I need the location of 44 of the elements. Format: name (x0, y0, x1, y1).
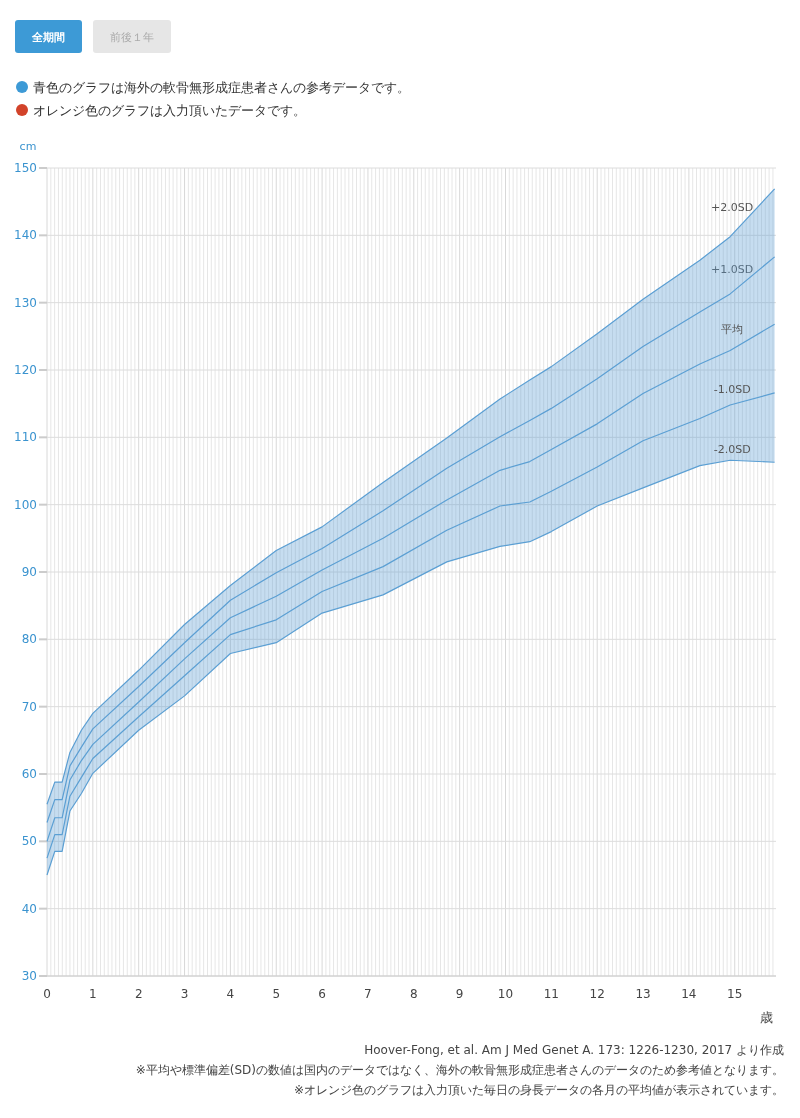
x-tick-label: 7 (364, 987, 372, 1001)
text: ※平均や標準偏差(SD)の数値は国内のデータではなく、海外の軟骨無形成症患者さんのデータのため参考値となります。 (135, 1063, 784, 1077)
y-tick-label: 140 (14, 228, 37, 243)
x-tick-label: 5 (272, 987, 281, 1001)
x-axis-title: 歳 (759, 1010, 773, 1025)
y-tick-label: 130 (14, 295, 37, 310)
x-tick-label: 8 (409, 987, 418, 1001)
y-tick-label: 60 (21, 767, 37, 781)
x-tick-label: 1 (89, 987, 97, 1001)
y-tick-label: 150 (14, 161, 37, 175)
x-tick-label: 4 (226, 987, 235, 1001)
x-tick-label: 15 (727, 987, 743, 1001)
text: 青色のグラフは海外の軟骨無形成症患者さんの参考データです。 (33, 80, 410, 95)
series-label: -2.0SD (713, 442, 751, 456)
text: オレンジ色のグラフは入力頂いたデータです。 (33, 103, 306, 118)
plot: 30 40 50 60 70 80 90 100 110 120 130 140 150 0 1 2 3 4 5 6 7 8 9 10 11 12 13 14 15 +2.0SD +1.0SD 平均 -1.0SD -2.0SD (14, 161, 777, 1001)
x-tick-label: 9 (455, 987, 464, 1001)
series-label: 平均 (721, 323, 744, 336)
x-tick-label: 3 (180, 987, 189, 1001)
series-label: -1.0SD (713, 382, 751, 396)
x-tick-label: 2 (134, 987, 143, 1001)
y-tick-label: 100 (14, 497, 37, 512)
y-tick-label: 30 (21, 969, 37, 983)
x-tick-label: 14 (681, 987, 697, 1001)
y-tick-label: 110 (14, 430, 37, 445)
text: Hoover-Fong, et al. Am J Med Genet A. 173: 1226-1230, 2017 より作成 (364, 1043, 784, 1057)
y-tick-label: 80 (21, 632, 37, 647)
x-tick-label: 13 (635, 987, 651, 1001)
y-tick-label: 70 (21, 699, 37, 714)
x-tick-label: 11 (543, 987, 559, 1001)
text: ※オレンジ色のグラフは入力頂いた毎日の身長データの各月の平均値が表示されています。 (293, 1083, 784, 1097)
y-tick-label: 120 (14, 363, 37, 377)
y-tick-label: 40 (21, 901, 37, 916)
series-label: +1.0SD (711, 262, 754, 276)
series-label: +2.0SD (711, 201, 754, 215)
y-tick-label: 50 (21, 834, 37, 849)
x-tick-label: 12 (589, 987, 605, 1001)
line-series (46, 392, 776, 859)
x-tick-label: 10 (497, 987, 514, 1001)
x-tick-label: 0 (43, 987, 51, 1001)
line-series (46, 459, 776, 876)
x-tick-label: 6 (318, 987, 326, 1001)
y-tick-label: 90 (21, 565, 37, 579)
y-axis-title: cm (19, 140, 37, 153)
